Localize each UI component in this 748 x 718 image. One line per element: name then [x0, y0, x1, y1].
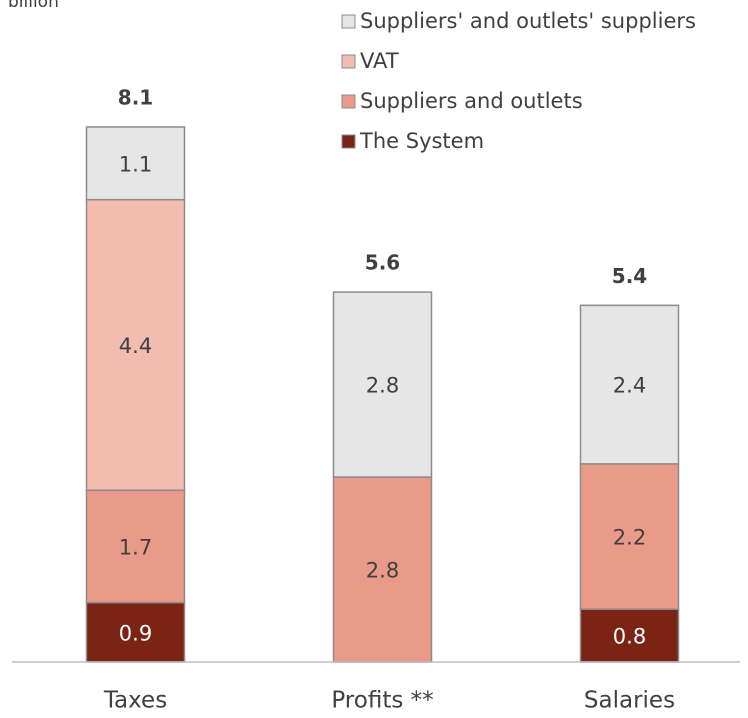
value-label: 4.4 — [119, 334, 152, 358]
legend-label: Suppliers' and outlets' suppliers — [360, 9, 696, 33]
legend-swatch — [341, 94, 356, 109]
bar-segment — [579, 304, 680, 465]
bar-segment — [85, 601, 186, 663]
bar-segment — [579, 463, 680, 610]
legend-swatch — [341, 134, 356, 149]
unit-label: billion — [8, 0, 59, 12]
bar-segment — [85, 489, 186, 604]
value-label: 0.9 — [119, 621, 152, 645]
value-label: 2.4 — [613, 374, 646, 398]
legend-swatch — [341, 14, 356, 29]
legend-label: VAT — [360, 49, 399, 73]
total-label: 5.6 — [365, 251, 400, 275]
total-label: 8.1 — [118, 86, 153, 110]
value-label: 2.8 — [366, 559, 399, 583]
bar-segment — [85, 126, 186, 201]
legend-swatch — [341, 54, 356, 69]
x-tick-label: Profits ** — [331, 688, 433, 714]
bar-segment — [332, 476, 433, 663]
value-label: 1.7 — [119, 535, 152, 559]
value-label: 0.8 — [613, 625, 646, 649]
value-label: 2.8 — [366, 374, 399, 398]
bar-segment — [332, 291, 433, 478]
x-tick-label: Salaries — [584, 688, 675, 714]
total-label: 5.4 — [612, 264, 647, 288]
value-label: 1.1 — [119, 152, 152, 176]
legend-label: The System — [359, 129, 484, 153]
legend-label: Suppliers and outlets — [360, 89, 583, 113]
value-label: 2.2 — [613, 526, 646, 550]
x-tick-label: Taxes — [103, 688, 167, 714]
